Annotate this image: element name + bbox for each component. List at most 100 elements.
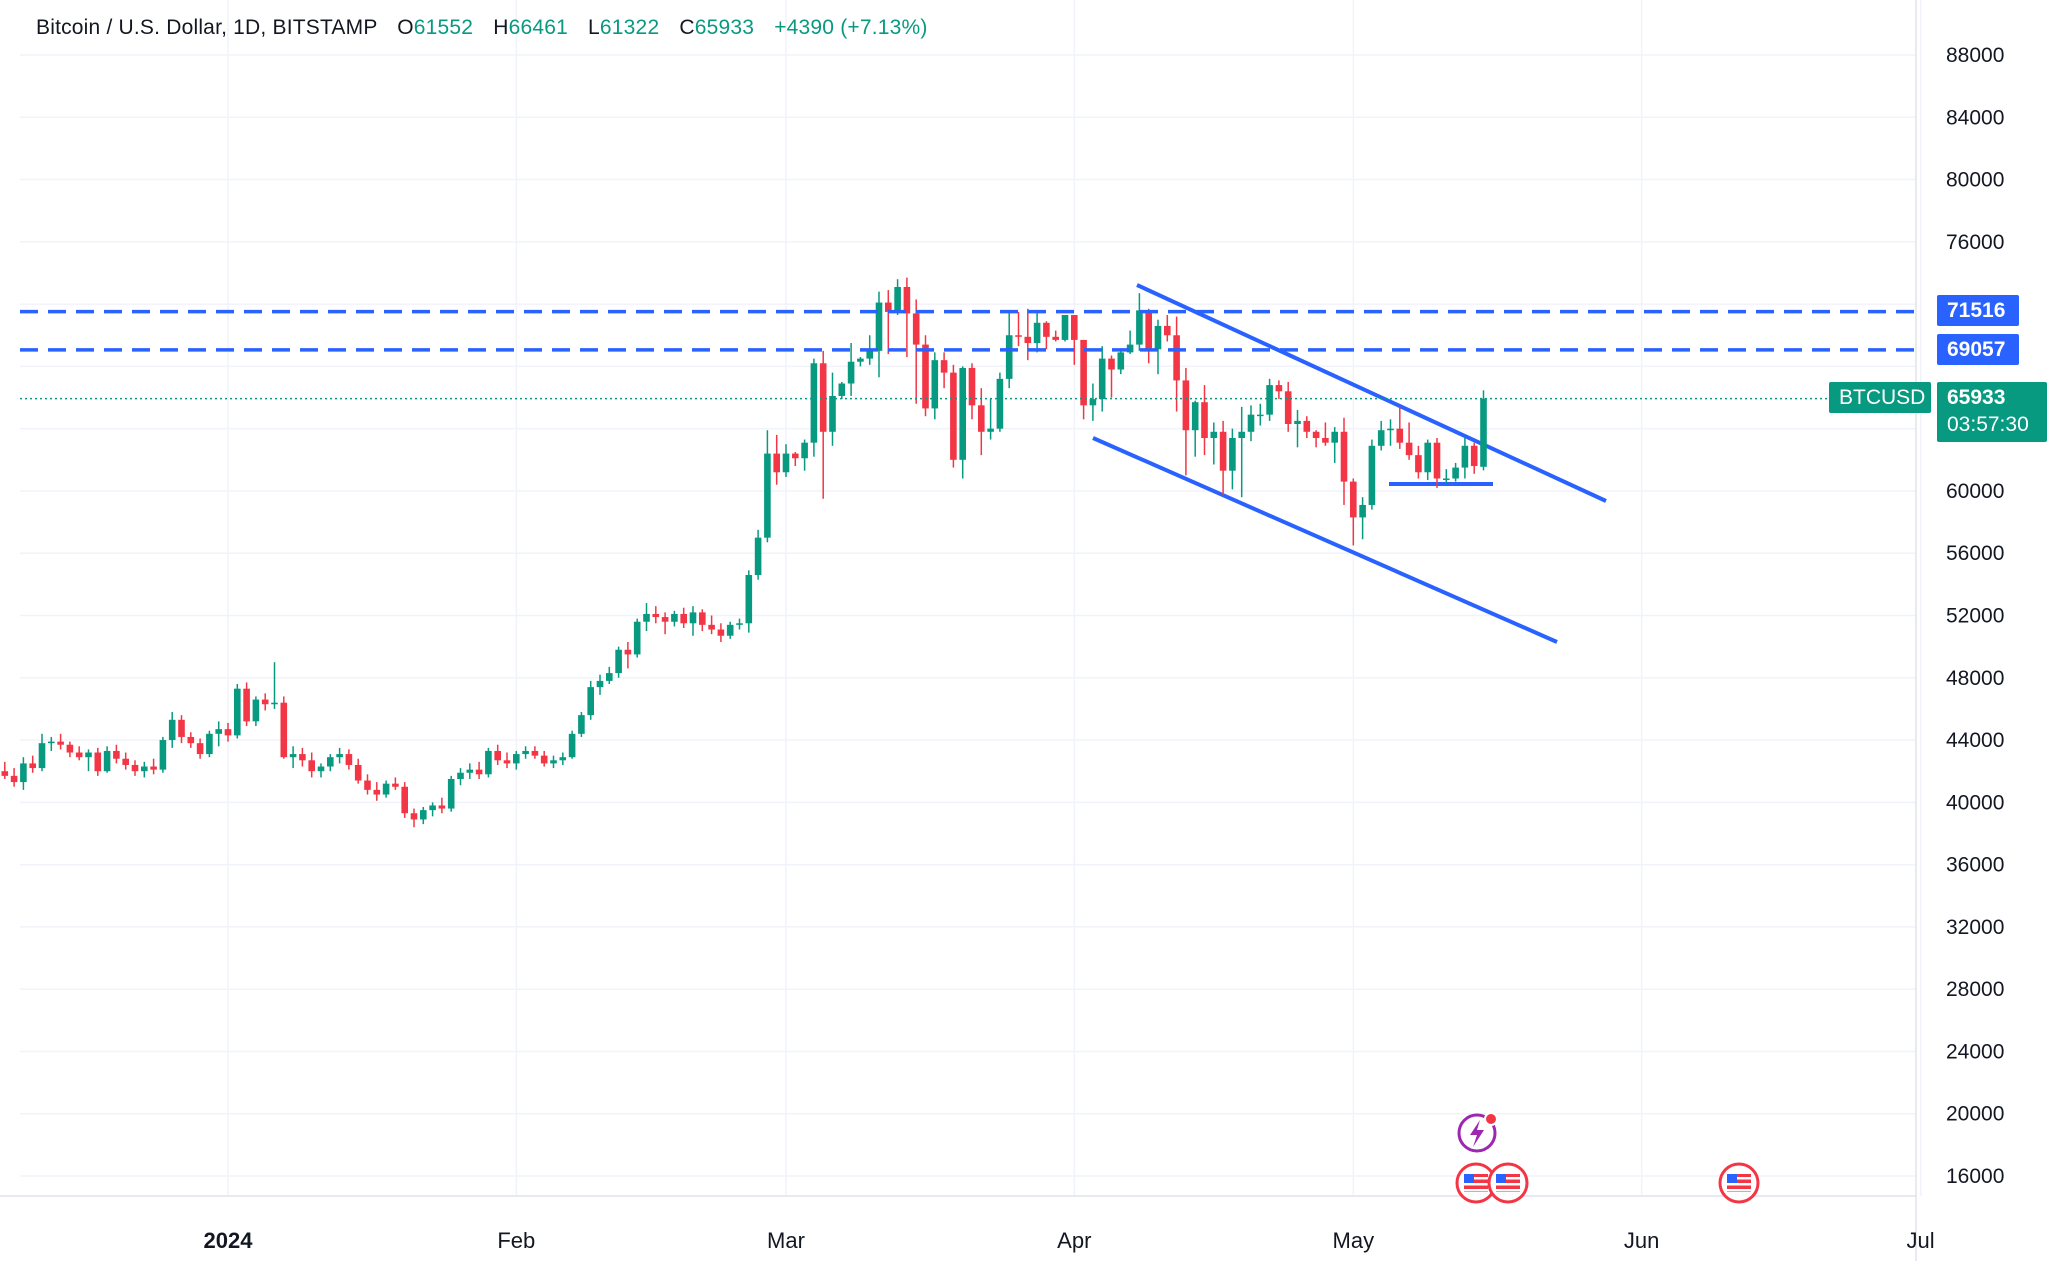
candle [1415,445,1422,479]
time-tick-label: Mar [767,1228,805,1253]
candle-body [1,771,9,776]
time-tick-label: Apr [1057,1228,1091,1253]
candle-body [113,750,120,759]
candle-body [1480,398,1487,467]
change-value: +4390 (+7.13%) [774,16,928,39]
descending-channel-lower-line[interactable] [1092,436,1558,644]
candle [1201,385,1208,456]
candle [680,607,687,628]
candle [1461,438,1469,479]
us-flag-event-icon[interactable] [1487,1162,1529,1204]
candle [978,388,985,456]
candle [903,277,911,358]
candle [354,758,362,784]
candle-body [234,688,241,736]
candle-body [1182,380,1190,431]
trend-drawings[interactable] [1092,283,1607,644]
candle-body [438,805,446,809]
candle [243,682,250,727]
candle [745,570,753,633]
time-tick-label: Jul [1907,1228,1935,1253]
event-markers[interactable] [1455,1112,1760,1204]
price-tick-label: 20000 [1946,1103,2004,1126]
us-flag-event-icon[interactable] [1718,1162,1760,1204]
candle-body [1015,335,1022,337]
candle-body [671,613,678,622]
candle [773,434,780,485]
candle-body [773,453,780,473]
candle [1033,311,1041,353]
candle-body [1405,442,1413,456]
price-tick-label: 40000 [1946,791,2004,814]
candle [1424,439,1431,481]
candle [187,732,195,748]
candle [624,641,632,669]
candle [206,730,213,758]
candle-body [1024,336,1032,344]
candle [299,747,306,767]
candle-body [494,750,501,761]
candle [661,612,669,635]
descending-channel-upper-line[interactable] [1136,283,1607,503]
candle [1470,442,1478,474]
candle-body [336,754,343,758]
level-tag-69057[interactable]: 69057 [1937,334,2019,365]
candle [1117,350,1125,375]
candle [513,750,520,770]
time-tick-label: Feb [497,1228,535,1253]
symbol-title[interactable]: Bitcoin / U.S. Dollar, 1D, BITSTAMP [36,16,378,39]
candle-body [1433,442,1441,479]
open-value: 61552 [413,16,474,39]
last-price-tag[interactable]: 65933 03:57:30 [1937,382,2047,442]
candle-body [317,766,325,772]
candle-body [1145,310,1152,350]
candle-body [299,754,306,761]
candle-body [1387,428,1394,431]
candle-body [308,760,315,772]
candle [1164,315,1171,342]
candle-body [392,783,399,787]
candle-body [1052,336,1059,340]
candle [950,364,957,468]
candle-body [57,741,64,745]
candle [159,736,167,773]
horizontal-levels[interactable] [20,309,1916,400]
us-flag-event-icon[interactable] [1455,1162,1497,1204]
candle-body [522,750,529,755]
candle [150,758,157,775]
candle-body [810,363,818,443]
price-axis[interactable]: 88000 84000 80000 76000 60000 56000 52000 48000… [1946,44,2004,1188]
candle-body [652,613,660,618]
candle-body [1201,402,1208,439]
candle-body [1340,431,1348,482]
candle-body [978,405,985,432]
candle-body [1164,325,1171,336]
candle [1359,497,1366,540]
candle [968,363,976,420]
candle-body [373,789,381,795]
candle-body [1303,420,1311,432]
candle-body [819,363,827,432]
candle [1145,308,1152,364]
candle [48,736,55,751]
candle-body [792,453,799,459]
candle-body [736,623,743,625]
candle [1191,400,1199,457]
candle [345,749,353,770]
candle-body [754,537,762,576]
candle [1452,462,1459,482]
candle-body [540,755,548,764]
low-label: L [588,16,600,39]
level-tag-71516[interactable]: 71516 [1937,295,2019,326]
symbol-price-tag[interactable]: BTCUSD [1829,382,1931,413]
candle [1210,422,1218,465]
candle [1433,438,1441,488]
countdown-timer: 03:57:30 [1947,413,2029,436]
candle [457,768,464,786]
lightning-event-icon[interactable] [1457,1112,1498,1153]
price-tick-label: 24000 [1946,1040,2004,1063]
time-axis[interactable]: 2024 Feb Mar Apr May Jun Jul [204,1228,1935,1253]
candle-body [410,813,418,820]
candle-body [289,754,297,758]
